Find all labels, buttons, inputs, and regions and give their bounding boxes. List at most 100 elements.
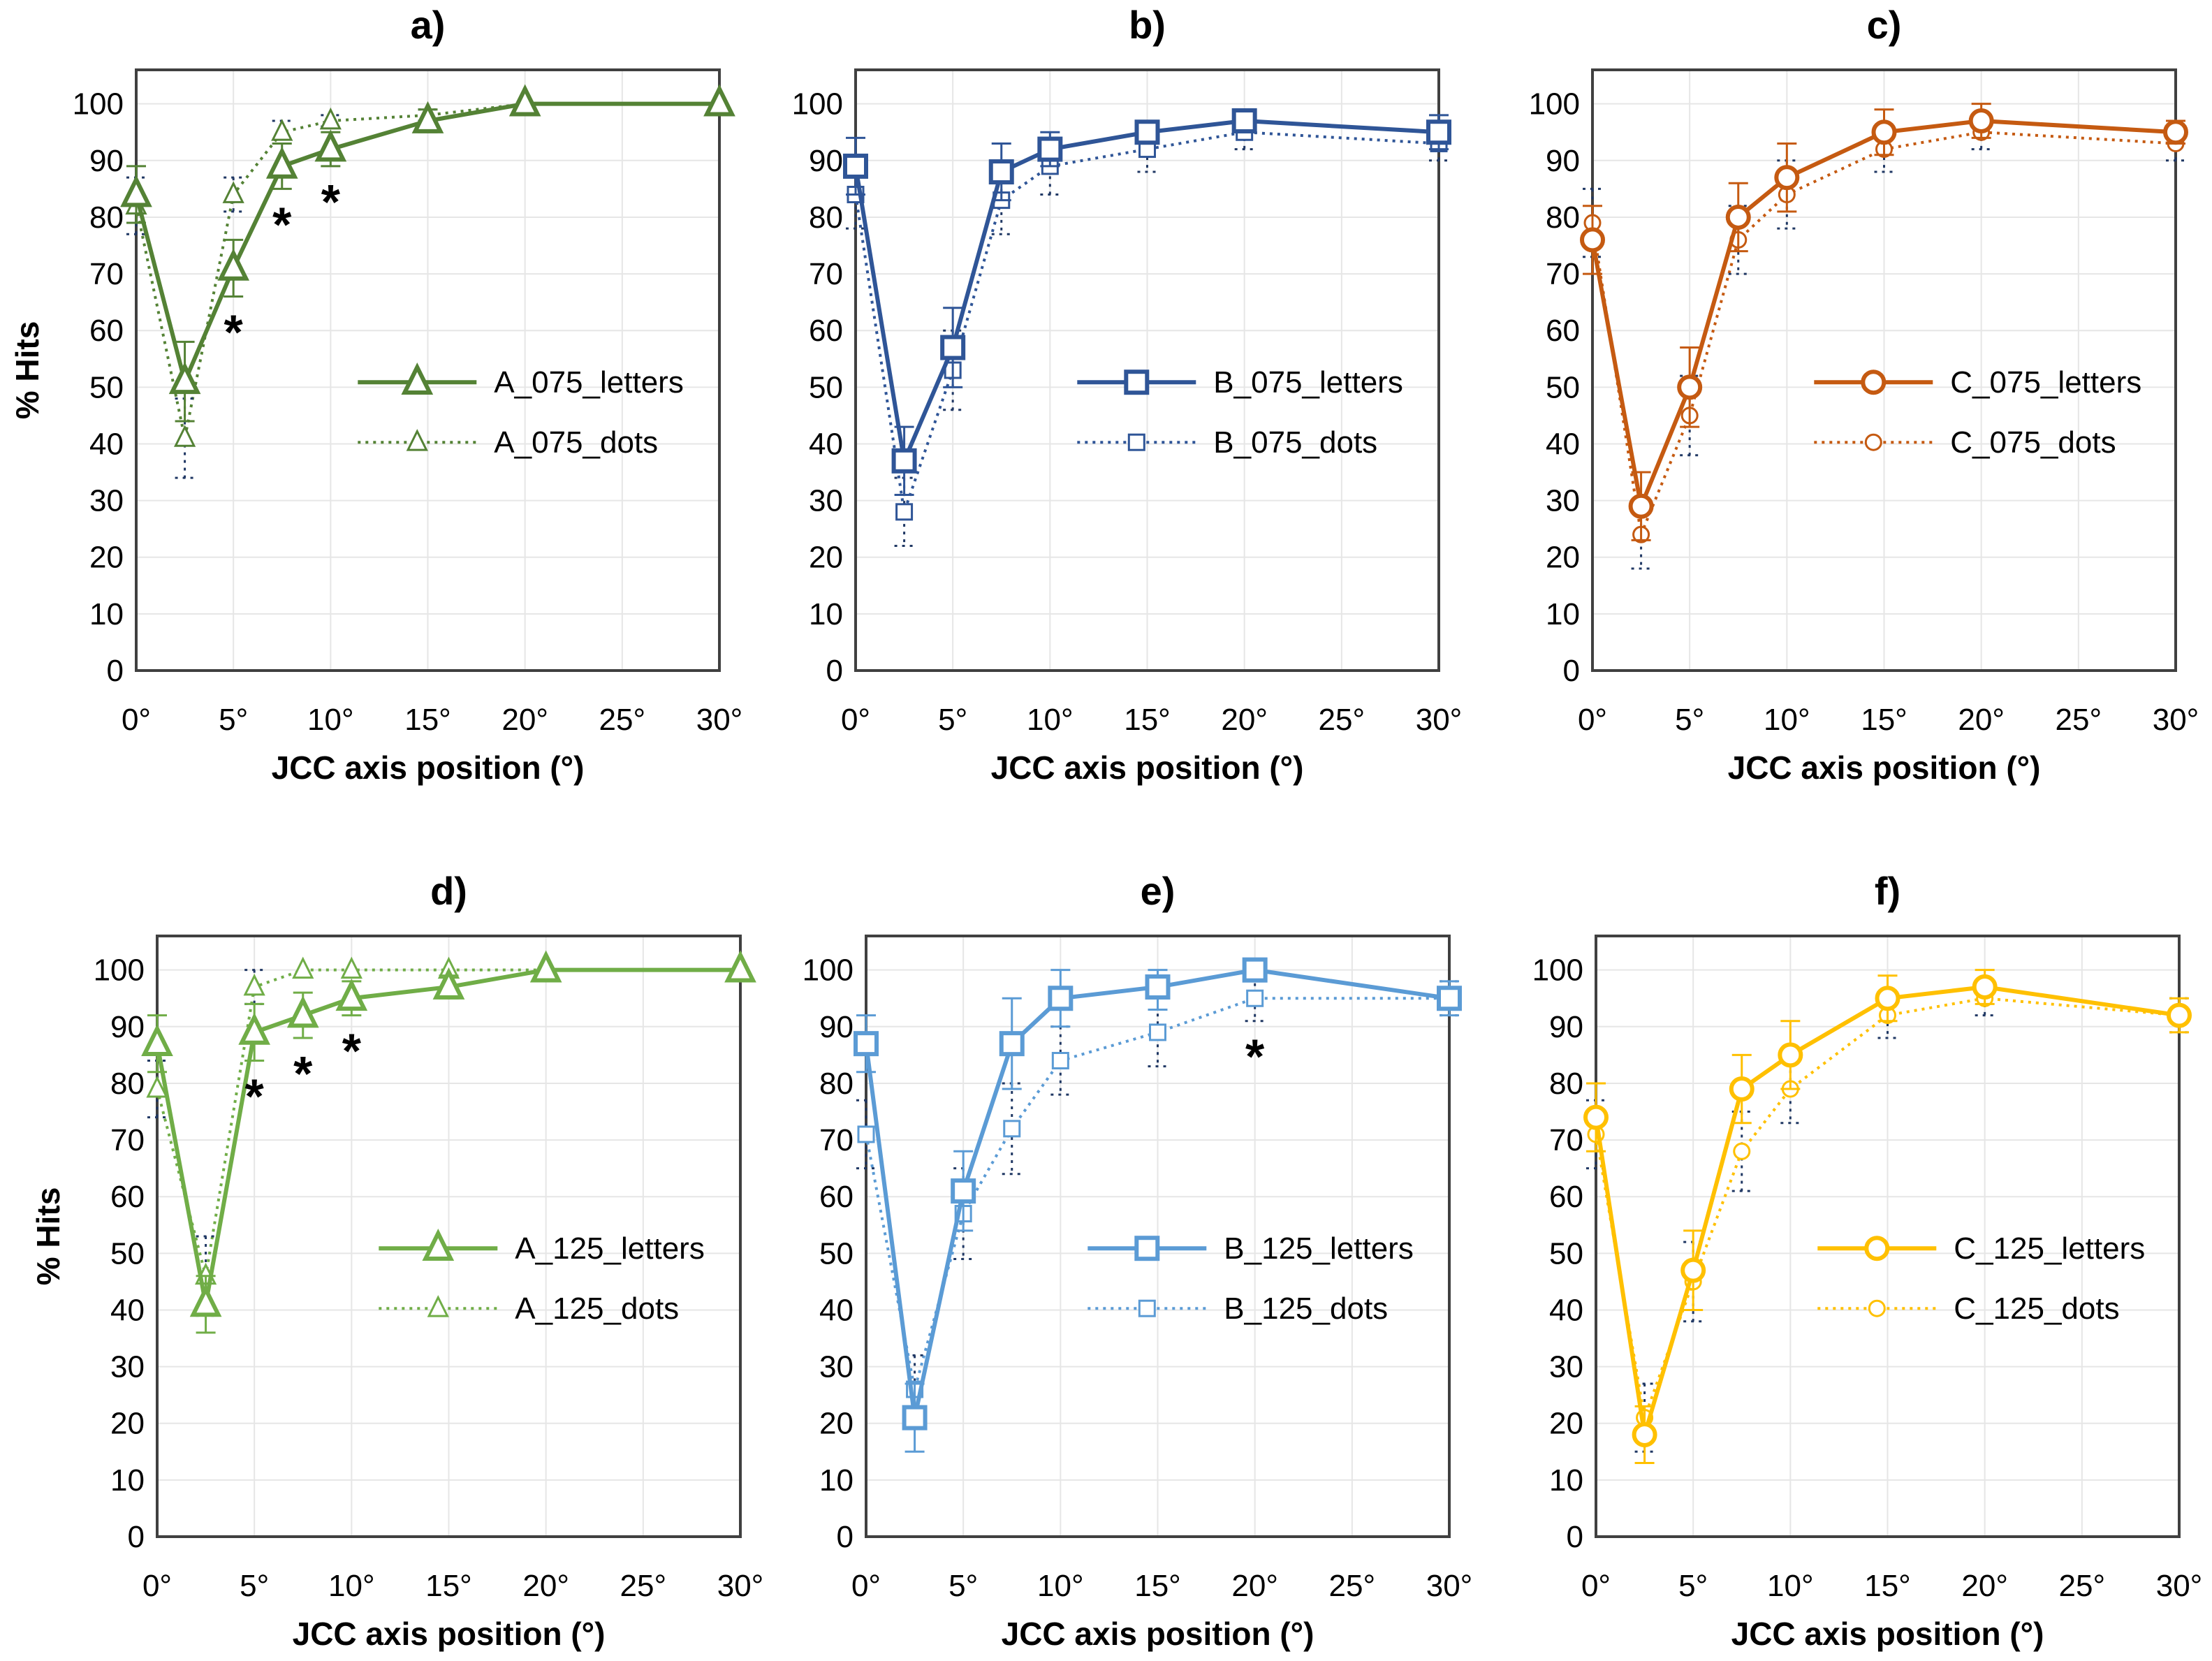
y-tick-label: 40 (89, 427, 124, 461)
data-point-C_075_letters (2163, 119, 2188, 145)
legend-label: A_125_letters (515, 1231, 705, 1266)
data-point-B_075_letters (988, 159, 1014, 185)
legend-marker (427, 1295, 449, 1317)
y-tick-label: 30 (89, 484, 124, 518)
x-tick-label: 20° (522, 1569, 569, 1603)
y-tick-label: 60 (809, 314, 843, 348)
x-tick-label: 5° (219, 703, 248, 737)
data-point-C_075_letters (1871, 119, 1897, 145)
legend-marker (1864, 1236, 1890, 1261)
y-tick-label: 30 (1546, 484, 1580, 518)
series-line-C_125_dots (1595, 997, 2180, 1424)
y-tick-label: 50 (1546, 370, 1580, 404)
legend-label: C_075_letters (1950, 365, 2141, 400)
y-tick-label: 90 (819, 1010, 854, 1044)
data-point-C_075_letters (1580, 227, 1605, 253)
x-tick-label: 15° (425, 1569, 472, 1603)
x-tick-label: 25° (1319, 703, 1365, 737)
y-tick-label: 40 (819, 1293, 854, 1327)
chart-title: b) (1129, 3, 1166, 47)
data-point-A_075_letters (703, 84, 735, 117)
plot-frame (865, 935, 1451, 1538)
y-tick-label: 50 (819, 1236, 854, 1271)
data-point-C_125_letters (1729, 1076, 1755, 1102)
y-tick-label: 60 (1549, 1180, 1583, 1214)
data-point-C_125_letters (1875, 986, 1900, 1011)
y-tick-label: 100 (73, 87, 124, 122)
data-point-C_125_letters (1632, 1421, 1657, 1447)
data-point-C_075_letters (1677, 374, 1703, 400)
y-tick-label: 60 (1546, 314, 1580, 348)
chart-panel-e: e) 0 10 20 30 40 50 60 70 80 90 100 0° 5° 10° 15° 20° 25°… (803, 869, 1473, 1652)
y-tick-label: 40 (809, 427, 843, 461)
chart-title: c) (1867, 3, 1902, 47)
x-tick-label: 15° (1861, 703, 1907, 737)
x-axis-label: JCC axis position (°) (1728, 749, 2041, 786)
y-tick-label: 60 (110, 1180, 145, 1214)
x-tick-label: 15° (1124, 703, 1171, 737)
chart-panel-a: a) 0 10 20 30 40 50 60 70 80 90 100 0° 5° 10° 15° 20° 25°… (9, 3, 742, 786)
x-tick-label: 5° (1675, 703, 1704, 737)
y-tick-label: 0 (107, 654, 124, 688)
chart-title: d) (430, 869, 467, 913)
data-point-B_125_dots (1246, 989, 1264, 1007)
x-tick-label: 5° (240, 1569, 269, 1603)
data-point-B_125_letters (902, 1405, 928, 1430)
legend-label: A_075_dots (494, 425, 658, 460)
data-point-A_075_dots (319, 107, 342, 130)
x-tick-label: 25° (620, 1569, 667, 1603)
data-point-A_125_letters (189, 1285, 222, 1317)
x-tick-label: 10° (1037, 1569, 1084, 1603)
x-tick-label: 25° (2056, 703, 2102, 737)
y-tick-label: 100 (1529, 87, 1580, 122)
plot-frame (1591, 68, 2177, 672)
y-tick-label: 80 (110, 1067, 145, 1101)
y-tick-label: 80 (1549, 1067, 1583, 1101)
x-tick-label: 5° (1678, 1569, 1708, 1603)
chart-panel-c: c) 0 10 20 30 40 50 60 70 80 90 100 0° 5° 10° 15° 20° 25°… (1529, 3, 2199, 786)
data-point-B_075_letters (891, 448, 917, 474)
y-tick-label: 30 (1549, 1350, 1583, 1384)
y-tick-label: 10 (1546, 597, 1580, 631)
y-tick-label: 20 (110, 1407, 145, 1441)
significance-asterisk: * (245, 1069, 265, 1123)
significance-asterisk: * (272, 197, 292, 251)
legend-marker (422, 1228, 455, 1261)
legend-label: A_125_dots (515, 1292, 679, 1326)
y-tick-label: 30 (110, 1350, 145, 1384)
data-point-A_125_letters (141, 1023, 173, 1057)
legend-marker (1868, 1299, 1886, 1317)
data-point-A_125_letters (335, 979, 368, 1011)
x-tick-label: 10° (307, 703, 354, 737)
y-tick-label: 10 (809, 597, 843, 631)
y-tick-label: 10 (110, 1463, 145, 1498)
data-point-C_125_letters (1680, 1257, 1706, 1283)
data-point-A_075_dots (271, 119, 293, 141)
series-line-C_075_letters (1590, 119, 2176, 514)
x-tick-label: 10° (1027, 703, 1074, 737)
y-tick-label: 20 (1546, 541, 1580, 575)
x-tick-label: 20° (1958, 703, 2005, 737)
x-tick-label: 0° (122, 703, 151, 737)
data-point-C_125_letters (1583, 1104, 1609, 1130)
x-tick-label: 20° (501, 703, 548, 737)
y-tick-label: 50 (110, 1236, 145, 1271)
plot-frame (854, 68, 1440, 672)
y-tick-label: 90 (89, 144, 124, 178)
legend-label: C_125_letters (1954, 1231, 2145, 1266)
y-tick-label: 80 (1546, 200, 1580, 235)
x-axis-label: JCC axis position (°) (1731, 1616, 2044, 1652)
x-tick-label: 30° (717, 1569, 764, 1603)
x-tick-label: 5° (948, 1569, 978, 1603)
data-point-B_125_dots (1051, 1051, 1069, 1069)
data-point-A_125_dots (292, 956, 314, 979)
legend-label: B_075_dots (1213, 425, 1377, 460)
series-line-B_075_letters (854, 119, 1440, 469)
legend-marker (401, 362, 434, 395)
y-tick-label: 60 (89, 314, 124, 348)
y-tick-label: 90 (1546, 144, 1580, 178)
y-tick-label: 40 (1546, 427, 1580, 461)
significance-asterisk: * (224, 305, 244, 360)
x-tick-label: 0° (1578, 703, 1607, 737)
